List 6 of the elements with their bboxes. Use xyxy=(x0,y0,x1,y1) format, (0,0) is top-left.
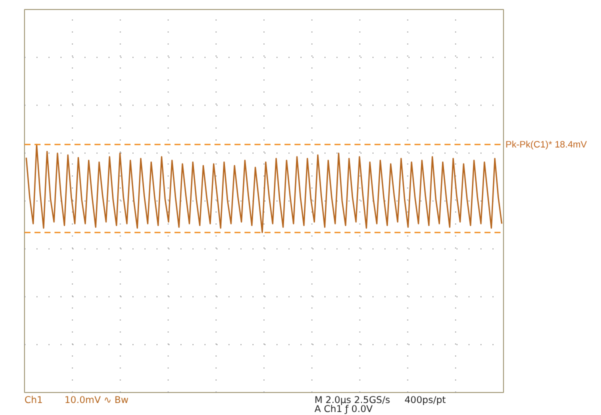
text: A Ch1 ƒ 0.0V xyxy=(314,404,374,415)
text: M 2.0µs 2.5GS/s xyxy=(314,395,390,406)
ref-line-label: Pk-Pk(C1)* 18.4mV xyxy=(506,140,588,150)
text: Ch1 xyxy=(24,395,43,406)
text: 400ps/pt xyxy=(404,395,446,406)
text: 10.0mV ∿ Bw xyxy=(64,395,129,406)
